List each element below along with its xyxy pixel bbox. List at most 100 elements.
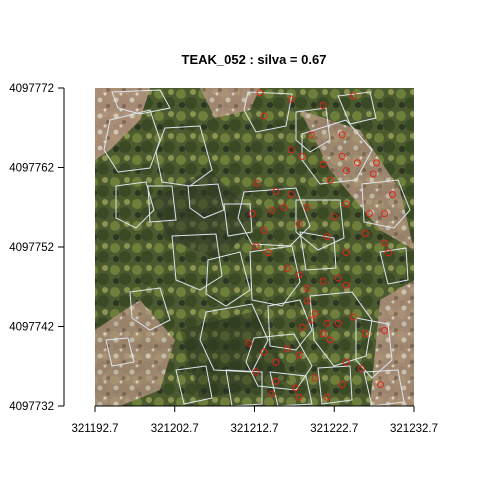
tree-top-point [323,319,331,327]
tree-top-point [342,358,350,366]
tree-top-point [323,233,331,241]
crown-outline [317,365,353,405]
tree-top-point [334,319,342,327]
tree-top-point [326,176,334,184]
crown-outline [103,109,161,173]
crown-outline [249,245,301,307]
tree-top-point [272,187,280,195]
plot-area [95,88,414,406]
crown-outline [299,231,337,271]
tree-top-point [295,351,303,359]
tree-top-point [264,249,272,257]
crown-outline [309,291,373,367]
tree-top-point [287,146,295,154]
x-axis: 321192.7 321202.7 321212.7 321222.7 321232.7 [71,405,438,435]
tree-top-point [338,152,346,160]
tree-top-point [287,95,295,103]
tree-top-point [384,249,392,257]
tree-top-point [245,339,253,347]
crown-outline [187,183,225,219]
tree-top-point [353,159,361,167]
tree-top-point [295,393,303,401]
tree-top-point [253,179,261,187]
crown-outline [361,179,411,229]
crown-outline [301,119,373,185]
tree-top-point [307,131,315,139]
tree-top-point [295,220,303,228]
tree-top-point [380,326,388,334]
tree-top-point [361,229,369,237]
tree-top-point [373,159,381,167]
tree-top-point [338,381,346,389]
tree-top-point [260,112,268,120]
tree-top-point [287,191,295,199]
tree-top-point [330,213,338,221]
tree-top-point [248,210,256,218]
y-tick-label: 4097742 [9,322,54,334]
crown-outline [115,181,155,229]
crown-outline [205,251,251,307]
tree-top-point [319,160,327,168]
tree-top-point [298,152,306,160]
tree-top-point [349,313,357,321]
tree-top-point [268,206,276,214]
crown-outline [243,91,293,133]
x-tick-label: 321192.7 [71,423,118,435]
tree-top-point [357,365,365,373]
tree-top-point [319,101,327,109]
y-tick-label: 4097762 [9,163,54,175]
tree-top-point [260,348,268,356]
crown-outline [295,199,345,251]
x-tick-label: 321222.7 [310,423,358,435]
x-tick-label: 321232.7 [390,423,438,435]
tree-top-point [342,200,350,208]
tree-top-point [260,226,268,234]
tree-top-point [369,170,377,178]
tree-top-point [280,203,288,211]
crown-outline [199,303,269,373]
tree-top-point [252,242,260,250]
tree-top-point [338,131,346,139]
aerial-image [95,88,414,406]
tree-top-point [342,281,350,289]
tree-top-point [298,323,306,331]
tree-top-point [303,297,311,305]
tree-top-point [311,310,319,318]
y-tick-label: 4097732 [9,401,54,413]
crown-outline [105,337,135,367]
x-tick-label: 321212.7 [231,423,279,435]
tree-top-point [272,358,280,366]
crown-outlines [103,89,411,406]
tree-top-point [349,92,357,100]
tree-top-point [252,368,260,376]
tree-top-point [342,167,350,175]
crown-outline [267,299,313,351]
tree-top-point [319,277,327,285]
crown-outline [129,287,171,331]
tree-top-markers [245,89,396,401]
tree-top-point [283,264,291,272]
tree-top-point [307,316,315,324]
crown-outline [111,89,171,115]
crown-outline [225,369,263,406]
tree-top-point [319,330,327,338]
tree-top-point [380,239,388,247]
tree-top-point [365,210,373,218]
tree-top-point [377,381,385,389]
tree-top-point [326,336,334,344]
tree-top-point [295,271,303,279]
tree-top-point [303,284,311,292]
y-tick-label: 4097752 [9,242,54,254]
crown-outline [223,203,253,237]
chart-title: TEAK_052 : silva = 0.67 [182,52,327,67]
tree-top-point [303,203,311,211]
tree-top-point [311,374,319,382]
crown-outline [245,333,313,391]
crown-outline [355,317,393,379]
crown-outline [337,91,377,125]
tree-top-point [334,274,342,282]
tree-top-point [283,345,291,353]
crown-outline [295,107,331,153]
crown-outline [363,369,405,406]
